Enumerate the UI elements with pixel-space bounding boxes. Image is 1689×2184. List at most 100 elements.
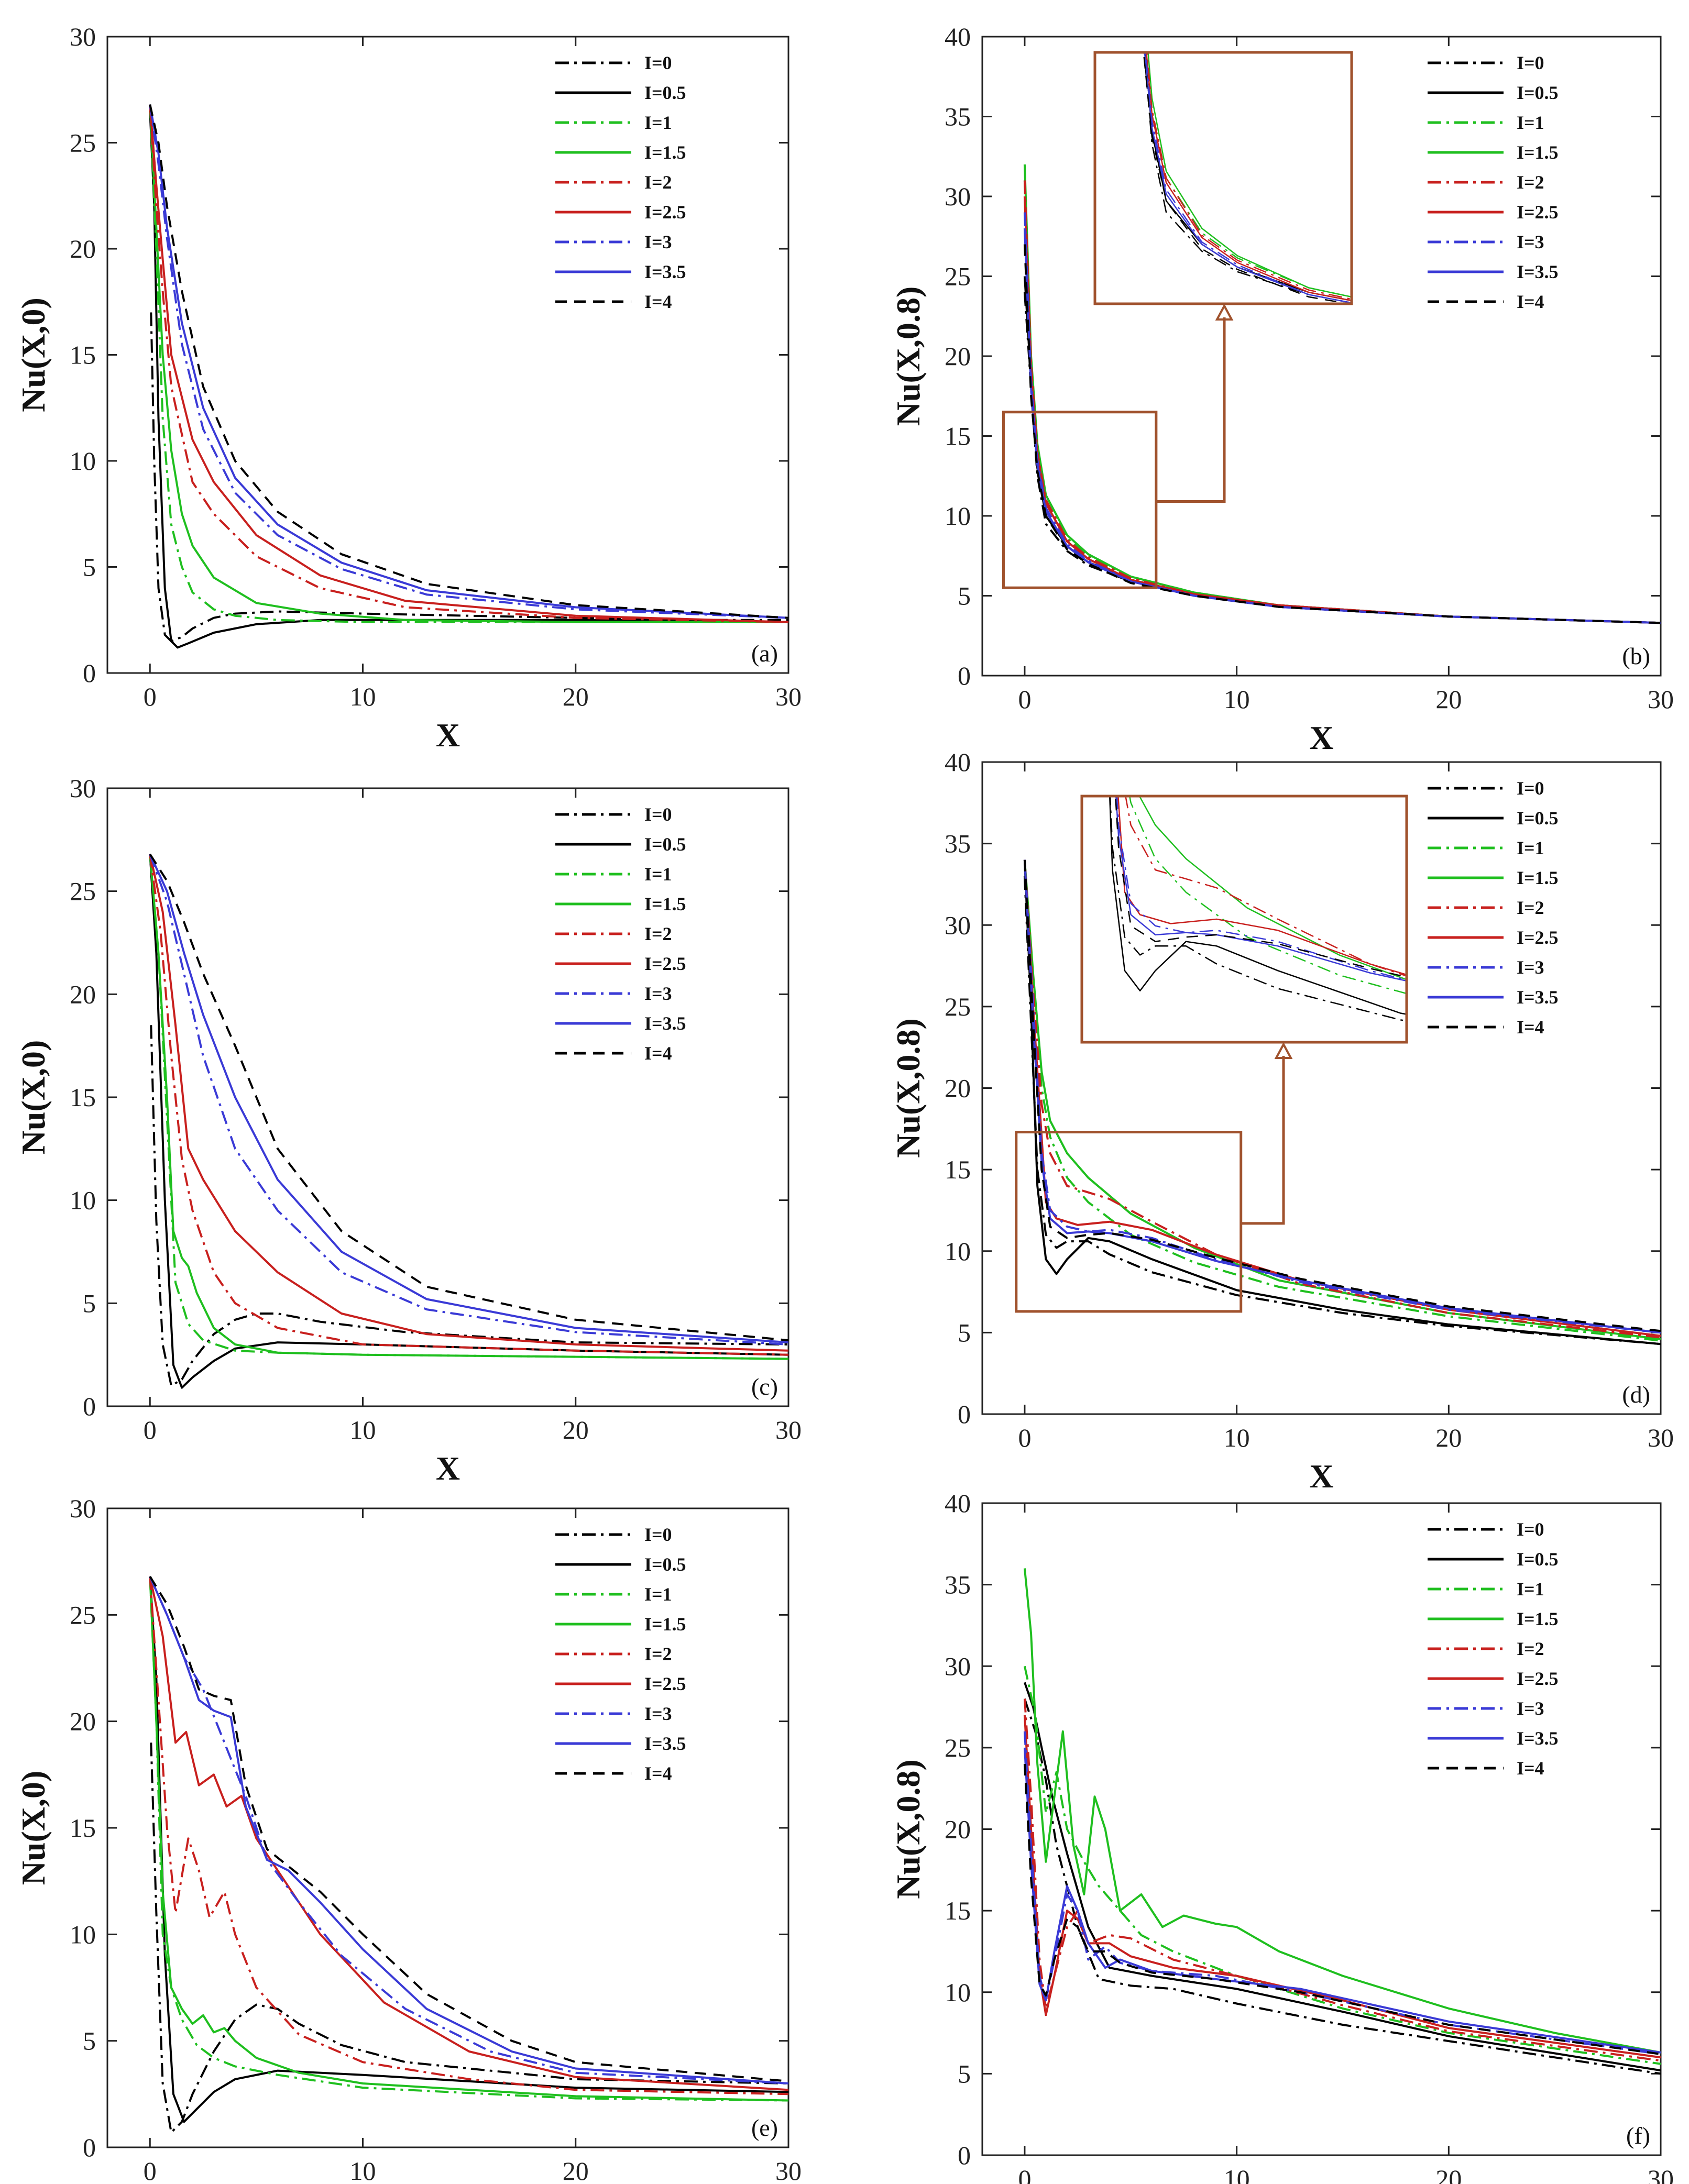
inset-series-line-I-1p5 bbox=[1147, 52, 1352, 298]
legend-entry: I=4 bbox=[1517, 1017, 1544, 1038]
x-tick-label: 30 bbox=[775, 682, 802, 711]
legend-entry: I=1 bbox=[644, 112, 672, 133]
legend-entry: I=2 bbox=[1517, 172, 1544, 193]
legend-entry: I=4 bbox=[644, 1763, 672, 1784]
y-tick-label: 30 bbox=[945, 910, 971, 940]
series-line-I-3 bbox=[149, 1576, 788, 2084]
x-tick-label: 0 bbox=[1018, 1423, 1031, 1452]
series-line-I-2p5 bbox=[149, 854, 788, 1352]
y-tick-label: 15 bbox=[945, 422, 971, 451]
zoom-inset bbox=[1093, 51, 1353, 305]
y-tick-label: 20 bbox=[945, 1074, 971, 1103]
series-line-I-2p5 bbox=[149, 1576, 788, 2091]
legend-entry: I=0 bbox=[644, 1524, 672, 1545]
x-tick-label: 30 bbox=[1648, 685, 1674, 714]
series-line-I-0 bbox=[150, 1025, 788, 1387]
y-tick-label: 25 bbox=[945, 262, 971, 291]
series-line-I-4 bbox=[1023, 244, 1661, 624]
legend-entry: I=3 bbox=[644, 983, 672, 1004]
legend-entry: I=2 bbox=[644, 172, 672, 193]
panel-label: (d) bbox=[1622, 1381, 1650, 1408]
y-axis-label: Nu(X,0) bbox=[15, 1771, 52, 1885]
zoom-inset-frame bbox=[1080, 795, 1408, 1044]
x-tick-label: 0 bbox=[144, 682, 157, 711]
x-tick-label: 10 bbox=[350, 1415, 376, 1444]
legend-entry: I=2 bbox=[644, 1643, 672, 1664]
y-tick-label: 0 bbox=[83, 2133, 96, 2162]
x-tick-label: 20 bbox=[1435, 685, 1462, 714]
series-line-I-0 bbox=[150, 1742, 788, 2134]
legend-entry: I=3.5 bbox=[644, 1733, 686, 1754]
legend-entry: I=3.5 bbox=[1517, 987, 1559, 1008]
y-tick-label: 30 bbox=[70, 22, 96, 51]
inset-series-line-I-2p5 bbox=[1146, 52, 1352, 302]
legend-entry: I=0.5 bbox=[644, 834, 686, 855]
y-tick-label: 15 bbox=[945, 1155, 971, 1184]
zoom-inset-frame bbox=[1093, 51, 1353, 305]
legend-entry: I=3 bbox=[644, 231, 672, 252]
y-tick-label: 0 bbox=[83, 658, 96, 688]
panel-label: (a) bbox=[751, 640, 778, 667]
series-line-I-1p5 bbox=[149, 1576, 788, 2102]
zoom-inset bbox=[1080, 795, 1408, 1044]
inset-series-line-I-0p5 bbox=[1109, 796, 1407, 1015]
legend-entry: I=3 bbox=[644, 1703, 672, 1724]
y-tick-label: 15 bbox=[945, 1896, 971, 1925]
series-line-I-3p5 bbox=[149, 1576, 788, 2084]
panel-label: (f) bbox=[1626, 2122, 1650, 2149]
y-axis-label: Nu(X,0.8) bbox=[890, 1018, 927, 1158]
y-tick-label: 25 bbox=[945, 992, 971, 1021]
series-line-I-1p5 bbox=[149, 854, 788, 1360]
y-tick-label: 30 bbox=[70, 1494, 96, 1523]
x-axis-label: X bbox=[1309, 1458, 1333, 1495]
legend-entry: I=2 bbox=[644, 923, 672, 944]
series-line-I-0p5 bbox=[1024, 1682, 1661, 2072]
legend-entry: I=2 bbox=[1517, 1638, 1544, 1659]
series-line-I-1p5 bbox=[149, 104, 788, 623]
y-tick-label: 20 bbox=[70, 234, 96, 263]
y-tick-label: 5 bbox=[958, 1318, 971, 1347]
x-tick-label: 0 bbox=[144, 1415, 157, 1444]
x-tick-label: 0 bbox=[1018, 685, 1031, 714]
y-tick-label: 20 bbox=[70, 979, 96, 1009]
y-tick-label: 10 bbox=[70, 1186, 96, 1215]
y-tick-label: 25 bbox=[945, 1733, 971, 1762]
legend-entry: I=0.5 bbox=[644, 82, 686, 103]
legend-entry: I=1.5 bbox=[644, 142, 686, 163]
panel-d: 0 10 20 30 0 5 10 15 20 25 30 35 40 X Nu(X,0.8) (d) I=0 I… bbox=[890, 747, 1674, 1495]
x-tick-label: 30 bbox=[775, 1415, 802, 1444]
inset-series-line-I-4 bbox=[1143, 52, 1352, 304]
legend-entry: I=0 bbox=[1517, 52, 1544, 73]
y-tick-label: 5 bbox=[83, 553, 96, 582]
inset-series-line-I-2 bbox=[1146, 52, 1352, 300]
x-axis-label: X bbox=[436, 1450, 460, 1487]
series-line-I-2 bbox=[149, 1576, 788, 2095]
y-tick-label: 15 bbox=[70, 340, 96, 370]
series-line-I-1 bbox=[149, 104, 788, 623]
legend-entry: I=1.5 bbox=[644, 1614, 686, 1635]
series-line-I-3p5 bbox=[1023, 1747, 1661, 2054]
y-axis-label: Nu(X,0) bbox=[15, 297, 52, 412]
series-line-I-4 bbox=[149, 853, 788, 1342]
series-line-I-1 bbox=[149, 854, 788, 1360]
y-tick-label: 35 bbox=[945, 829, 971, 858]
legend-entry: I=4 bbox=[1517, 1758, 1544, 1779]
series-line-I-1 bbox=[149, 1576, 788, 2102]
series-line-I-0 bbox=[150, 312, 788, 643]
panel-label: (e) bbox=[751, 2114, 778, 2141]
panel-f: 01020300510152025303540XNu(X,0.8)(f)I=0I… bbox=[890, 1488, 1674, 2184]
series-line-I-2 bbox=[1023, 859, 1661, 1339]
series-line-I-0p5 bbox=[149, 1576, 788, 2123]
y-tick-label: 10 bbox=[70, 1920, 96, 1949]
series-line-I-1p5 bbox=[1023, 1568, 1661, 2054]
x-tick-label: 30 bbox=[1648, 1423, 1674, 1452]
y-axis-label: Nu(X,0) bbox=[15, 1040, 52, 1155]
legend-entry: I=0 bbox=[1517, 778, 1544, 799]
series-line-I-2 bbox=[149, 104, 788, 623]
series-line-I-4 bbox=[149, 104, 788, 619]
zoom-connector bbox=[1156, 317, 1226, 503]
plot-frame bbox=[106, 787, 789, 1407]
legend-entry: I=3.5 bbox=[644, 1013, 686, 1034]
legend-entry: I=2.5 bbox=[644, 953, 686, 974]
